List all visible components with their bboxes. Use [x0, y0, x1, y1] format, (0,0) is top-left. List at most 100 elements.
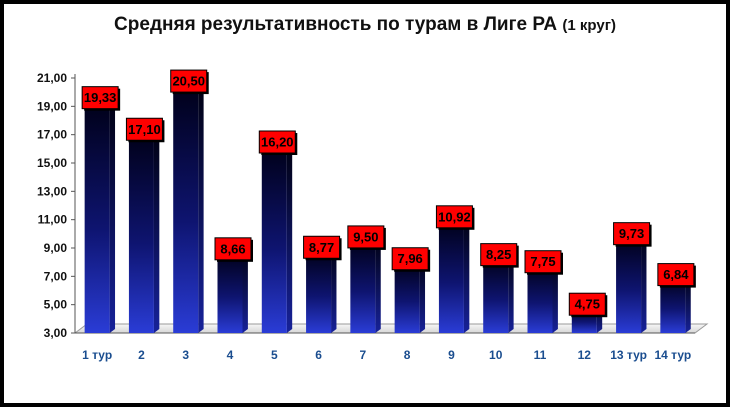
data-label-text: 8,25	[486, 247, 511, 262]
bar	[350, 236, 381, 333]
bar-side	[685, 274, 691, 333]
data-label-text: 6,84	[663, 267, 689, 282]
bar	[306, 247, 337, 333]
data-label-text: 4,75	[575, 297, 600, 312]
data-label-box	[568, 292, 606, 316]
bar-front	[84, 101, 110, 334]
data-label: 7,75	[524, 250, 563, 275]
bar-side	[641, 233, 647, 333]
y-tick-label: 17,00	[37, 128, 67, 142]
bar-side	[153, 129, 160, 333]
chart-floor	[73, 323, 709, 334]
x-tick-label: 13 тур	[610, 348, 647, 362]
data-label-text: 16,20	[261, 135, 294, 150]
bar-side	[508, 254, 514, 333]
x-tick-label: 2	[138, 348, 145, 362]
data-label-box	[347, 225, 385, 249]
bar-side	[242, 248, 248, 333]
bar-side	[286, 141, 293, 333]
bar-front	[394, 262, 420, 333]
data-label-text: 8,66	[220, 241, 245, 256]
bar	[173, 81, 204, 334]
bar-front	[483, 258, 509, 333]
data-label-box	[613, 222, 651, 246]
bar	[394, 258, 426, 333]
bar-side	[198, 81, 204, 334]
data-label-box	[81, 86, 119, 110]
bar-front	[128, 133, 154, 333]
bar-front	[217, 252, 243, 333]
x-tick-label: 4	[227, 348, 234, 362]
data-label-box	[657, 263, 695, 287]
data-label-text: 19,33	[84, 90, 117, 105]
x-tick-label: 6	[315, 348, 322, 362]
data-label: 9,73	[613, 222, 652, 247]
bar-front	[350, 240, 376, 333]
bar-side	[463, 216, 470, 333]
data-label-box	[435, 205, 473, 229]
data-label-text: 20,50	[172, 74, 205, 89]
data-label: 4,75	[568, 292, 608, 318]
data-label-text: 10,92	[438, 209, 471, 224]
data-label-box	[258, 130, 296, 154]
data-label: 10,92	[435, 205, 475, 230]
x-tick-label: 1 тур	[82, 348, 112, 362]
y-tick-label: 15,00	[37, 156, 67, 170]
bar-side	[552, 261, 558, 333]
bar	[438, 216, 470, 333]
x-tick-label: 10	[489, 348, 503, 362]
data-label-text: 7,96	[397, 251, 422, 266]
chart-title: Средняя результативность по турам в Лиге…	[0, 14, 730, 36]
bar-side	[331, 247, 337, 333]
bar	[261, 141, 293, 333]
data-label: 8,25	[480, 243, 519, 268]
data-label-box	[480, 243, 518, 267]
bar	[128, 129, 160, 333]
y-tick-label: 11,00	[38, 213, 68, 227]
bar	[483, 254, 514, 333]
data-label-box	[524, 250, 562, 274]
bar	[660, 274, 691, 333]
x-tick-label: 12	[578, 348, 592, 362]
bar	[527, 261, 558, 333]
bar-front	[527, 265, 553, 333]
data-label: 17,10	[125, 117, 165, 143]
y-tick-label: 13,00	[37, 184, 67, 198]
data-label: 6,84	[657, 263, 696, 288]
y-tick-label: 9,00	[44, 241, 68, 255]
data-label-text: 9,73	[619, 226, 644, 241]
y-tick-label: 19,00	[37, 99, 67, 113]
y-tick-label: 21,00	[37, 71, 67, 85]
chart-subtitle: (1 круг)	[562, 17, 616, 34]
bar	[84, 97, 116, 334]
bar-front	[173, 85, 199, 333]
data-label-text: 7,75	[530, 254, 555, 269]
bar-front	[306, 251, 332, 333]
y-tick-label: 7,00	[44, 269, 68, 283]
bar-front	[261, 146, 287, 333]
data-label: 19,33	[81, 86, 121, 111]
x-tick-label: 14 тур	[655, 348, 692, 362]
data-label: 8,77	[303, 235, 342, 261]
y-tick-label: 5,00	[44, 298, 68, 312]
x-tick-label: 11	[534, 348, 547, 362]
data-label-text: 9,50	[353, 229, 378, 244]
data-label: 9,50	[347, 225, 386, 250]
data-label: 16,20	[258, 130, 298, 155]
data-label-box	[303, 235, 341, 259]
data-label: 20,50	[170, 69, 209, 95]
x-tick-label: 3	[182, 348, 189, 362]
data-label-box	[214, 237, 252, 261]
bar-side	[419, 258, 426, 333]
data-label-text: 8,77	[309, 240, 334, 255]
data-label-box	[170, 69, 208, 93]
x-tick-label: 7	[360, 348, 367, 362]
bar-front	[660, 278, 686, 333]
x-tick-label: 8	[404, 348, 411, 362]
data-label: 7,96	[391, 247, 431, 272]
x-tick-label: 9	[448, 348, 455, 362]
data-label-text: 17,10	[128, 122, 161, 137]
bar-side	[375, 236, 381, 333]
